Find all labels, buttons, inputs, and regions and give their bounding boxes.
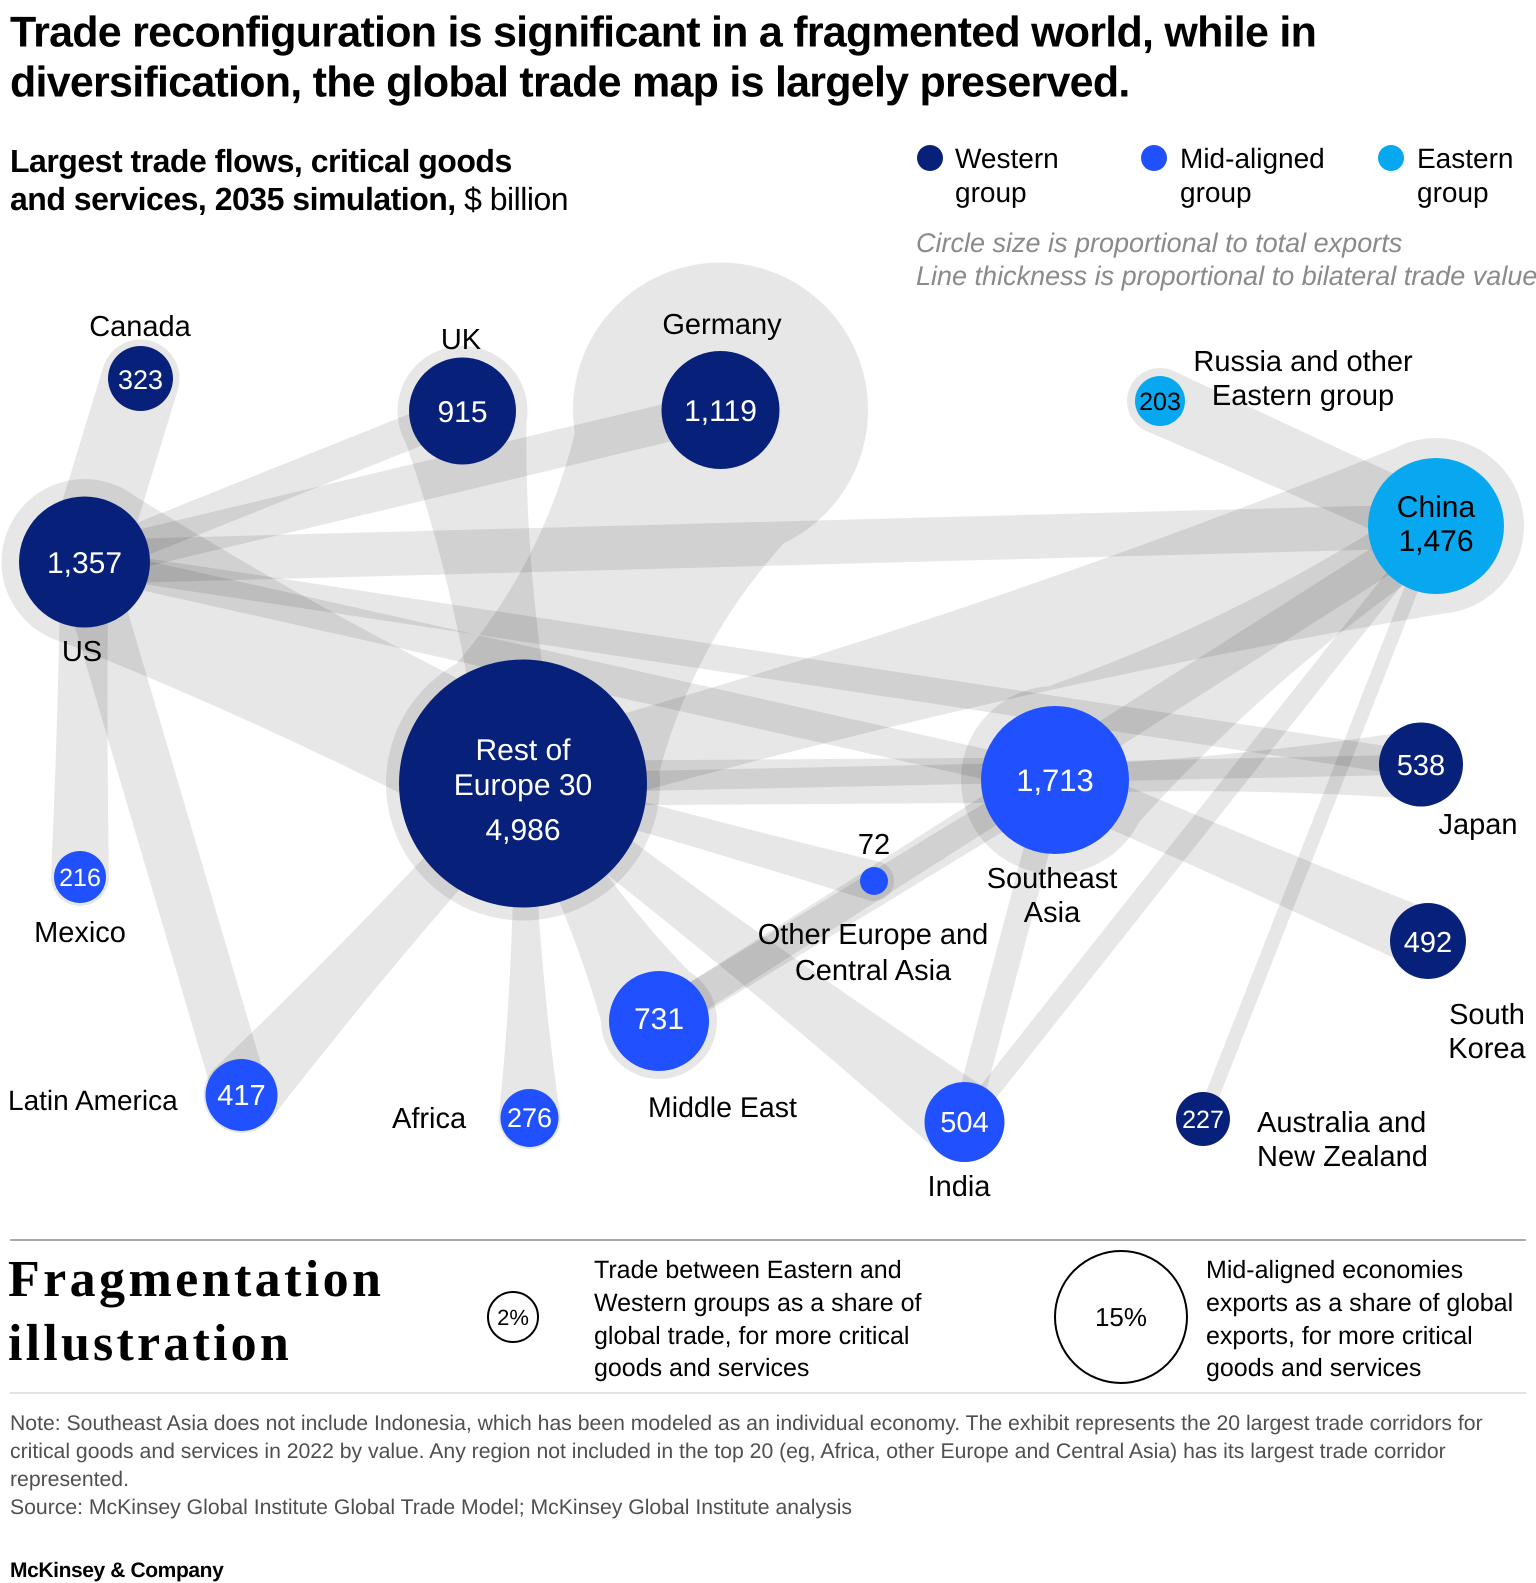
svg-text:1,357: 1,357	[47, 547, 122, 580]
svg-text:Mid-aligned: Mid-aligned	[1180, 143, 1325, 174]
svg-text:227: 227	[1182, 1106, 1224, 1134]
svg-text:203: 203	[1139, 388, 1181, 416]
svg-text:China: China	[1397, 491, 1476, 524]
svg-text:72: 72	[858, 829, 890, 861]
svg-text:goods and services: goods and services	[1206, 1354, 1421, 1382]
svg-text:276: 276	[507, 1103, 552, 1133]
svg-text:Rest of: Rest of	[475, 734, 571, 767]
svg-text:critical goods and services in: critical goods and services in 2022 by v…	[10, 1440, 1446, 1463]
svg-text:group: group	[955, 177, 1027, 208]
svg-text:Largest trade flows, critical: Largest trade flows, critical goods	[10, 143, 512, 179]
svg-text:exports, for more critical: exports, for more critical	[1206, 1322, 1473, 1350]
svg-text:illustration: illustration	[8, 1315, 292, 1372]
svg-text:1,476: 1,476	[1398, 525, 1473, 558]
svg-text:1,119: 1,119	[684, 395, 757, 428]
svg-text:Source: McKinsey Global Instit: Source: McKinsey Global Institute Global…	[10, 1496, 852, 1519]
svg-text:Mid-aligned economies: Mid-aligned economies	[1206, 1256, 1463, 1284]
svg-text:15%: 15%	[1095, 1302, 1147, 1332]
svg-text:915: 915	[437, 396, 487, 429]
svg-text:US: US	[62, 636, 102, 668]
svg-text:Latin America: Latin America	[8, 1085, 178, 1116]
svg-text:216: 216	[59, 864, 101, 892]
svg-text:Trade reconfiguration is signi: Trade reconfiguration is significant in …	[10, 9, 1316, 57]
svg-text:323: 323	[118, 365, 163, 395]
svg-text:Russia and other: Russia and other	[1193, 346, 1413, 378]
svg-text:Southeast: Southeast	[987, 863, 1118, 895]
svg-text:Fragmentation: Fragmentation	[8, 1251, 384, 1308]
svg-text:731: 731	[634, 1003, 684, 1036]
svg-text:Line thickness is proportional: Line thickness is proportional to bilate…	[916, 261, 1536, 291]
svg-text:exports as a share of global: exports as a share of global	[1206, 1289, 1513, 1317]
svg-text:group: group	[1417, 177, 1489, 208]
svg-text:New Zealand: New Zealand	[1257, 1141, 1428, 1173]
svg-text:UK: UK	[441, 324, 482, 356]
svg-text:India: India	[928, 1171, 992, 1203]
svg-text:Eastern group: Eastern group	[1212, 380, 1394, 412]
svg-text:goods and services: goods and services	[594, 1354, 809, 1382]
svg-text:and services, 2035 simulation,: and services, 2035 simulation, $ billion	[10, 181, 568, 217]
svg-text:Other Europe and: Other Europe and	[758, 919, 989, 951]
svg-text:2%: 2%	[497, 1305, 529, 1330]
svg-text:diversification, the global tr: diversification, the global trade map is…	[10, 59, 1130, 107]
svg-text:Circle size is proportional to: Circle size is proportional to total exp…	[916, 228, 1402, 258]
svg-text:Note: Southeast Asia does not: Note: Southeast Asia does not include In…	[10, 1412, 1483, 1435]
svg-text:Canada: Canada	[89, 311, 191, 343]
svg-text:4,986: 4,986	[485, 814, 560, 847]
svg-text:Africa: Africa	[392, 1103, 467, 1135]
svg-text:Korea: Korea	[1448, 1033, 1526, 1065]
svg-text:group: group	[1180, 177, 1252, 208]
svg-text:global trade, for more critica: global trade, for more critical	[594, 1322, 909, 1350]
svg-text:represented.: represented.	[10, 1468, 129, 1491]
svg-text:Europe 30: Europe 30	[454, 769, 592, 802]
svg-text:McKinsey & Company: McKinsey & Company	[10, 1559, 224, 1582]
svg-text:South: South	[1449, 999, 1525, 1031]
svg-text:504: 504	[940, 1107, 988, 1139]
svg-text:Japan: Japan	[1438, 809, 1517, 841]
svg-text:Central Asia: Central Asia	[795, 955, 952, 987]
svg-text:Western: Western	[955, 143, 1059, 174]
svg-text:417: 417	[217, 1080, 265, 1112]
svg-text:Asia: Asia	[1024, 897, 1081, 929]
svg-text:538: 538	[1397, 750, 1445, 782]
svg-text:1,713: 1,713	[1016, 763, 1094, 798]
svg-text:Middle East: Middle East	[648, 1092, 797, 1124]
svg-text:Mexico: Mexico	[34, 917, 126, 949]
svg-text:Western groups as a share of: Western groups as a share of	[594, 1289, 922, 1317]
svg-text:Trade between Eastern and: Trade between Eastern and	[594, 1256, 902, 1284]
svg-text:492: 492	[1404, 927, 1452, 959]
svg-text:Germany: Germany	[662, 309, 782, 341]
svg-text:Eastern: Eastern	[1417, 143, 1514, 174]
svg-text:Australia and: Australia and	[1257, 1107, 1426, 1139]
